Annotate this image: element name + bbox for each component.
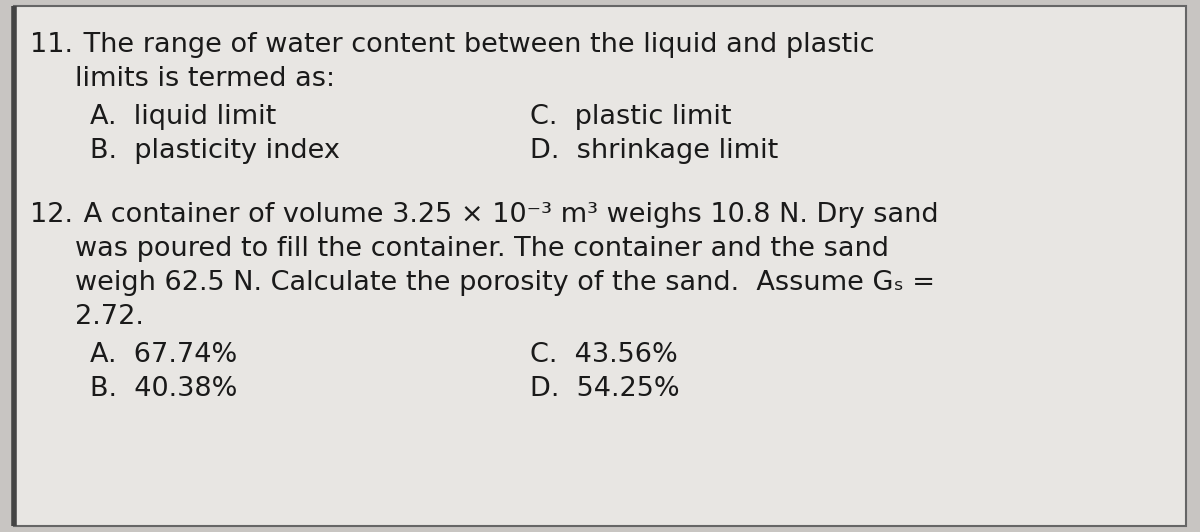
Text: D.  shrinkage limit: D. shrinkage limit	[530, 138, 779, 164]
Text: D.  54.25%: D. 54.25%	[530, 376, 679, 402]
FancyBboxPatch shape	[14, 6, 1186, 526]
Text: A.  liquid limit: A. liquid limit	[90, 104, 276, 130]
Text: C.  43.56%: C. 43.56%	[530, 342, 678, 368]
Text: C.  plastic limit: C. plastic limit	[530, 104, 732, 130]
Text: 2.72.: 2.72.	[74, 304, 144, 330]
Text: weigh 62.5 N. Calculate the porosity of the sand.  Assume Gₛ =: weigh 62.5 N. Calculate the porosity of …	[74, 270, 935, 296]
Text: A container of volume 3.25 × 10⁻³ m³ weighs 10.8 N. Dry sand: A container of volume 3.25 × 10⁻³ m³ wei…	[74, 202, 938, 228]
Text: B.  40.38%: B. 40.38%	[90, 376, 238, 402]
Text: 12.: 12.	[30, 202, 73, 228]
Text: limits is termed as:: limits is termed as:	[74, 66, 335, 92]
Text: The range of water content between the liquid and plastic: The range of water content between the l…	[74, 32, 875, 58]
Text: B.  plasticity index: B. plasticity index	[90, 138, 340, 164]
Text: A.  67.74%: A. 67.74%	[90, 342, 238, 368]
Text: was poured to fill the container. The container and the sand: was poured to fill the container. The co…	[74, 236, 889, 262]
Text: 11.: 11.	[30, 32, 73, 58]
